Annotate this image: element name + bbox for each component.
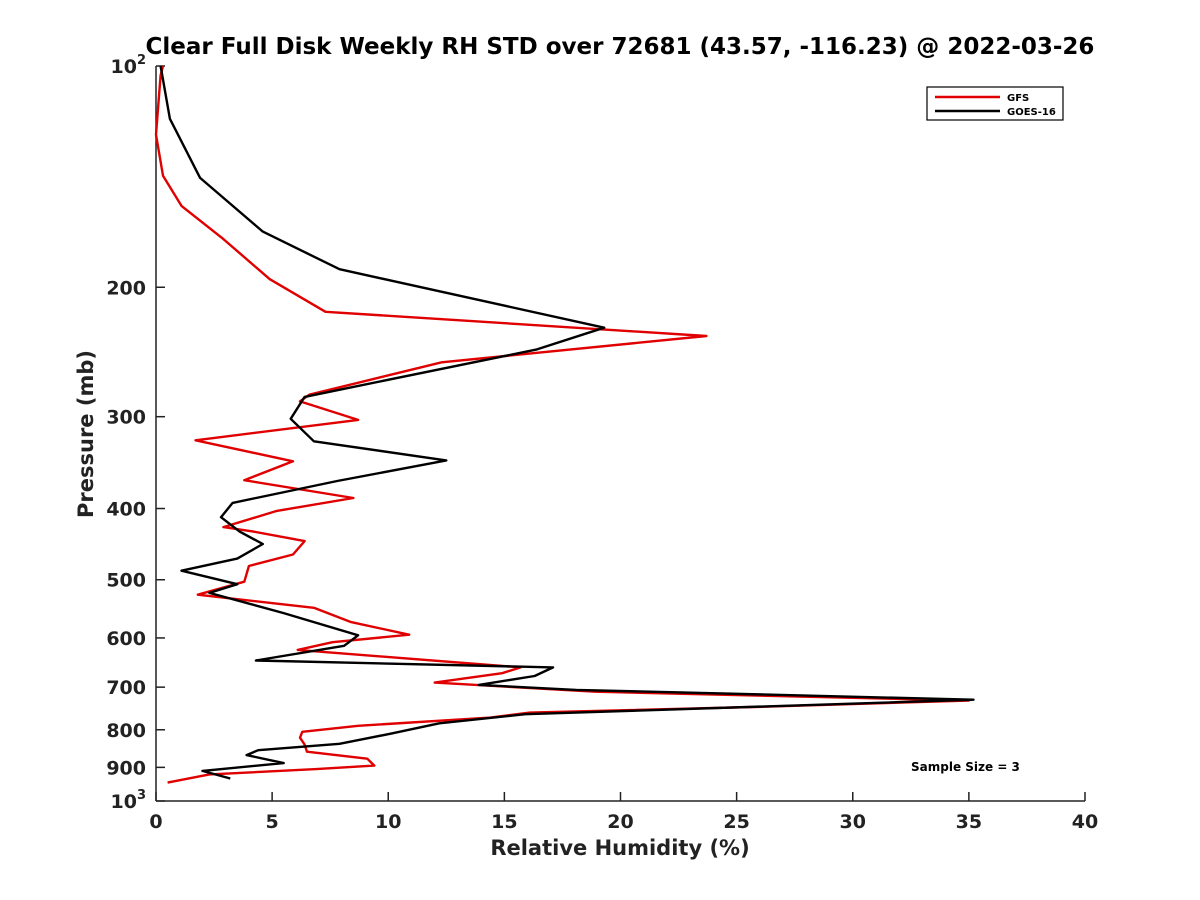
- series-line-goes-16: [159, 65, 975, 780]
- y-tick-label-exponent: 2: [137, 53, 146, 68]
- y-tick-label-base: 10: [111, 791, 137, 813]
- x-tick-label: 25: [723, 811, 749, 833]
- legend-box: [926, 86, 1064, 121]
- y-tick-label-base: 500: [106, 570, 146, 592]
- y-tick-label: 700: [106, 677, 146, 699]
- x-tick-label: 20: [607, 811, 633, 833]
- y-tick-label-exponent: 3: [137, 788, 146, 803]
- y-tick-label: 800: [106, 720, 146, 742]
- legend-label-goes-16: GOES-16: [1007, 107, 1056, 118]
- y-tick-label-base: 200: [106, 277, 146, 299]
- x-tick-label: 30: [840, 811, 866, 833]
- y-tick-label-base: 10: [111, 56, 137, 78]
- y-tick-label: 102: [111, 53, 147, 78]
- y-tick-label-base: 400: [106, 499, 146, 521]
- y-tick-label: 200: [106, 277, 146, 299]
- x-axis-label: Relative Humidity (%): [490, 836, 749, 860]
- y-tick-label-base: 600: [106, 628, 146, 650]
- y-tick-label: 500: [106, 570, 146, 592]
- y-tick-label-base: 800: [106, 720, 146, 742]
- x-tick-label: 5: [266, 811, 279, 833]
- x-tick-label: 35: [956, 811, 982, 833]
- sample-size-annotation: Sample Size = 3: [911, 760, 1020, 774]
- y-tick-label: 600: [106, 628, 146, 650]
- series-group: [154, 65, 975, 784]
- legend-label-gfs: GFS: [1007, 93, 1029, 104]
- x-tick-label: 15: [491, 811, 517, 833]
- x-tick-label: 40: [1072, 811, 1098, 833]
- y-axis-label: Pressure (mb): [74, 350, 98, 518]
- y-tick-label: 300: [106, 407, 146, 429]
- x-tick-label: 10: [375, 811, 401, 833]
- series-line-gfs: [154, 65, 971, 784]
- y-tick-label-base: 300: [106, 407, 146, 429]
- x-ticks: 0 5 10 15 20 25 30 35 40: [149, 792, 1098, 833]
- chart-title: Clear Full Disk Weekly RH STD over 72681…: [146, 34, 1095, 60]
- y-tick-label-base: 700: [106, 677, 146, 699]
- legend: GFS GOES-16: [926, 86, 1064, 121]
- y-tick-label: 103: [111, 788, 147, 813]
- y-tick-label: 900: [106, 757, 146, 779]
- y-tick-label-base: 900: [106, 757, 146, 779]
- y-tick-label: 400: [106, 499, 146, 521]
- x-tick-label: 0: [149, 811, 162, 833]
